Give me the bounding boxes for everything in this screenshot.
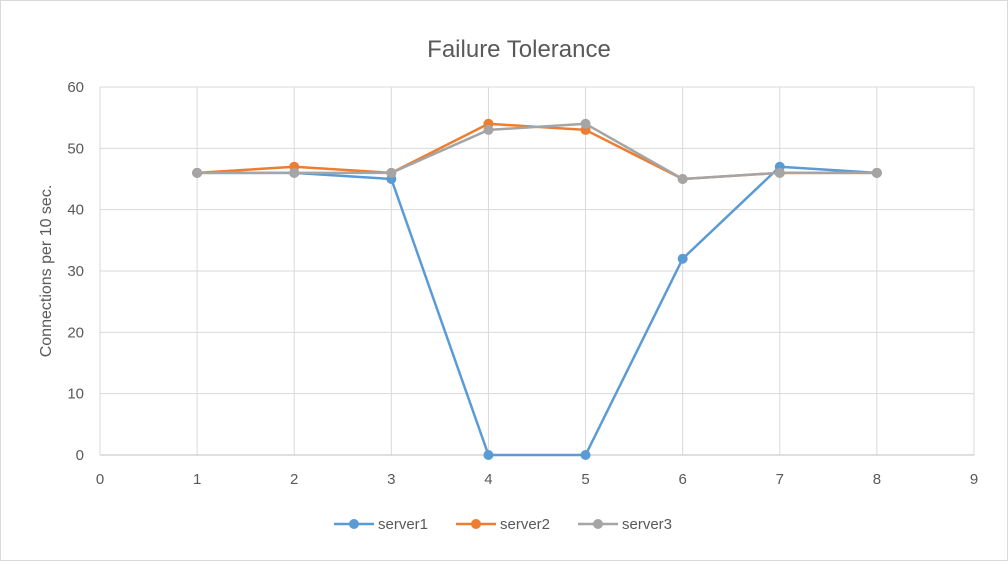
tick-labels: 0 10 20 30 40 50 60 0 1 2 3 4 5 6 7 8 9 (67, 79, 978, 488)
legend-label: server1 (378, 516, 428, 533)
y-tick-label: 50 (67, 140, 84, 157)
x-tick-label: 3 (387, 471, 395, 488)
x-tick-label: 1 (193, 471, 201, 488)
x-tick-label: 0 (96, 471, 104, 488)
x-tick-label: 7 (776, 471, 784, 488)
y-tick-label: 10 (67, 386, 84, 403)
data-point-server3 (483, 124, 494, 135)
y-tick-label: 40 (67, 202, 84, 219)
y-axis-label: Connections per 10 sec. (38, 185, 55, 358)
y-tick-label: 60 (67, 79, 84, 96)
data-point-server3 (580, 118, 591, 129)
x-tick-label: 2 (290, 471, 298, 488)
x-tick-label: 9 (970, 471, 978, 488)
data-point-server1 (580, 450, 591, 460)
data-point-server3 (774, 167, 785, 178)
chart-title: Failure Tolerance (427, 36, 611, 63)
x-tick-label: 4 (484, 471, 492, 488)
legend-item-server3: server3 (578, 516, 672, 533)
data-point-server3 (871, 167, 882, 178)
x-tick-label: 6 (678, 471, 686, 488)
data-point-server1 (483, 450, 494, 460)
legend-swatch-marker (349, 519, 359, 529)
series-layer (192, 118, 882, 460)
legend-swatch-marker (471, 519, 481, 529)
legend-label: server3 (622, 516, 672, 533)
x-tick-label: 5 (581, 471, 589, 488)
data-point-server3 (677, 174, 688, 184)
y-tick-label: 0 (76, 447, 84, 464)
grid (100, 86, 975, 455)
data-point-server3 (192, 167, 203, 178)
series-server1 (192, 161, 882, 460)
y-tick-label: 30 (67, 263, 84, 280)
legend-item-server1: server1 (334, 516, 428, 533)
legend-label: server2 (500, 516, 550, 533)
data-point-server3 (289, 167, 300, 178)
x-tick-label: 8 (873, 471, 881, 488)
y-tick-label: 20 (67, 324, 84, 341)
series-server3 (192, 118, 882, 184)
series-line-server3 (197, 122, 877, 181)
legend: server1 server2 server3 (334, 516, 672, 533)
legend-swatch-marker (593, 519, 603, 529)
data-point-server1 (677, 253, 688, 264)
data-point-server3 (386, 167, 397, 178)
legend-item-server2: server2 (456, 516, 550, 533)
